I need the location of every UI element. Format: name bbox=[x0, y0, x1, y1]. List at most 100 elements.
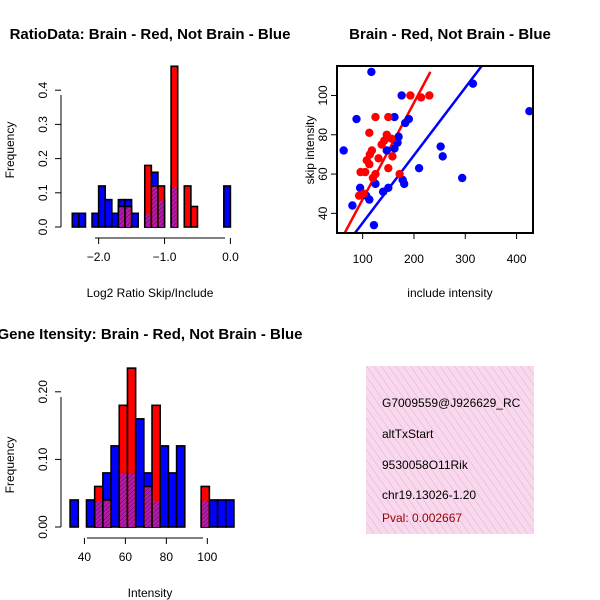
not-brain-point bbox=[384, 183, 393, 193]
intensity-histogram-bars bbox=[69, 367, 235, 528]
brain-point bbox=[374, 154, 383, 163]
scatter-x-tick-label: 300 bbox=[455, 252, 475, 266]
brain-point bbox=[425, 91, 434, 100]
intensity-histogram-not-brain-bar bbox=[69, 499, 80, 528]
ratio-histogram-not-brain-bar bbox=[223, 185, 232, 228]
scatter-x-ticks: 100 200 300 400 bbox=[353, 233, 527, 266]
intensity-histogram-overlap-bar bbox=[95, 500, 102, 527]
ratio-histogram-not-brain-bar bbox=[104, 198, 113, 228]
not-brain-point bbox=[525, 106, 533, 116]
ratio-histogram-not-brain-bar bbox=[130, 212, 139, 228]
ratio-histogram-bars bbox=[71, 65, 232, 228]
ratio-histogram-x-tick-label: −1.0 bbox=[153, 250, 177, 264]
scatter-panel: Brain - Red, Not Brain - Blue 100 200 300 4… bbox=[303, 26, 551, 300]
not-brain-point bbox=[352, 114, 361, 124]
scatter-plot-area bbox=[339, 66, 533, 233]
not-brain-point bbox=[390, 112, 399, 122]
brain-point bbox=[416, 93, 426, 102]
not-brain-point bbox=[397, 91, 406, 100]
not-brain-point bbox=[382, 146, 391, 155]
intensity-histogram-y-tick-label: 0.00 bbox=[36, 515, 50, 539]
not-brain-point bbox=[468, 79, 478, 88]
brain-point bbox=[371, 112, 380, 122]
not-brain-point bbox=[339, 146, 348, 155]
ratio-histogram-x-tick-label: 0.0 bbox=[222, 250, 239, 264]
intensity-histogram-overlap-bar bbox=[120, 473, 127, 527]
brain-point bbox=[395, 169, 404, 179]
not-brain-point bbox=[367, 67, 376, 77]
ratio-histogram-not-brain-bar bbox=[71, 212, 80, 228]
ratio-histogram-brain-bar bbox=[183, 185, 192, 228]
brain-point bbox=[359, 189, 368, 198]
intensity-histogram-overlap-bar bbox=[202, 500, 209, 527]
brain-point bbox=[362, 156, 371, 165]
intensity-histogram-y-ticks: 0.00 0.10 0.20 bbox=[36, 380, 61, 539]
ratio-histogram-overlap-bar bbox=[172, 186, 177, 227]
ratio-histogram-overlap-bar bbox=[126, 207, 131, 227]
intensity-histogram-y-tick-label: 0.10 bbox=[36, 447, 50, 471]
intensity-histogram-not-brain-bar bbox=[208, 499, 219, 528]
ratio-histogram-y-tick-label: 0.1 bbox=[36, 184, 50, 201]
not-brain-point bbox=[438, 152, 447, 161]
info-panel-background bbox=[366, 366, 534, 534]
not-brain-point bbox=[436, 142, 445, 151]
intensity-histogram-x-tick-label: 40 bbox=[78, 550, 92, 564]
brain-point bbox=[406, 91, 415, 100]
ratio-histogram-brain-bar bbox=[190, 205, 199, 228]
brain-point bbox=[356, 167, 365, 177]
ratio-histogram-not-brain-bar bbox=[78, 212, 87, 228]
scatter-x-tick-label: 200 bbox=[404, 252, 424, 266]
ratio-histogram-not-brain-bar bbox=[111, 212, 120, 228]
brain-point bbox=[371, 169, 380, 179]
brain-point bbox=[367, 146, 377, 155]
intensity-histogram-x-ticks: 40 60 80 100 bbox=[78, 538, 218, 564]
scatter-y-tick-label: 80 bbox=[316, 128, 330, 142]
intensity-histogram-overlap-bar bbox=[153, 500, 160, 527]
not-brain-point bbox=[365, 195, 374, 204]
brain-point bbox=[384, 163, 393, 173]
ratio-histogram-y-tick-label: 0.2 bbox=[36, 150, 50, 167]
scatter-x-label: include intensity bbox=[407, 286, 492, 300]
intensity-histogram-x-tick-label: 80 bbox=[160, 550, 174, 564]
info-panel: G7009559@J926629_RC altTxStart 9530058O1… bbox=[366, 366, 534, 534]
intensity-histogram-overlap-bar bbox=[128, 473, 135, 527]
intensity-histogram-x-tick-label: 60 bbox=[119, 550, 133, 564]
intensity-histogram-not-brain-bar bbox=[175, 445, 186, 528]
intensity-histogram-not-brain-bar bbox=[224, 499, 235, 528]
not-brain-point bbox=[414, 163, 424, 173]
not-brain-fit-line bbox=[353, 66, 483, 233]
scatter-y-tick-label: 100 bbox=[316, 85, 330, 105]
intensity-histogram-not-brain-bar bbox=[159, 445, 170, 528]
intensity-histogram-not-brain-bar bbox=[167, 472, 178, 528]
not-brain-point bbox=[394, 132, 403, 141]
intensity-histogram-overlap-bar bbox=[103, 500, 111, 527]
ratio-histogram-x-tick-label: −2.0 bbox=[87, 250, 111, 264]
intensity-histogram-y-tick-label: 0.20 bbox=[36, 380, 50, 404]
intensity-histogram-not-brain-bar bbox=[216, 499, 227, 528]
ratio-histogram-not-brain-bar bbox=[97, 185, 107, 228]
ratio-histogram-y-tick-label: 0.4 bbox=[36, 82, 50, 99]
scatter-marks bbox=[339, 66, 533, 233]
ratio-histogram-overlap-bar bbox=[158, 200, 164, 227]
not-brain-point bbox=[457, 173, 467, 183]
info-event-type: altTxStart bbox=[382, 427, 434, 441]
intensity-histogram-not-brain-bar bbox=[110, 445, 121, 528]
info-gene-name: 9530058O11Rik bbox=[382, 458, 469, 472]
scatter-title: Brain - Red, Not Brain - Blue bbox=[349, 26, 551, 43]
ratio-histogram-overlap-bar bbox=[145, 214, 151, 227]
ratio-histogram-y-label: Frequency bbox=[3, 122, 17, 179]
ratio-histogram-title: RatioData: Brain - Red, Not Brain - Blue bbox=[10, 26, 291, 43]
scatter-frame bbox=[336, 65, 534, 234]
ratio-histogram-overlap-bar bbox=[119, 207, 124, 227]
ratio-histogram-y-tick-label: 0.0 bbox=[36, 218, 50, 235]
intensity-histogram-y-label: Frequency bbox=[3, 437, 17, 494]
ratio-histogram-y-ticks: 0.0 0.1 0.2 0.3 0.4 bbox=[36, 82, 61, 235]
info-location: chr19.13026-1.20 bbox=[382, 488, 476, 502]
intensity-histogram-title: Gene Itensity: Brain - Red, Not Brain - … bbox=[0, 326, 303, 343]
scatter-x-tick-label: 100 bbox=[353, 252, 373, 266]
brain-point bbox=[388, 152, 397, 161]
intensity-histogram-panel: Gene Itensity: Brain - Red, Not Brain - … bbox=[0, 326, 303, 600]
intensity-histogram-not-brain-bar bbox=[134, 418, 145, 528]
info-pval: Pval: 0.002667 bbox=[382, 511, 462, 525]
intensity-histogram-x-label: Intensity bbox=[128, 586, 173, 600]
